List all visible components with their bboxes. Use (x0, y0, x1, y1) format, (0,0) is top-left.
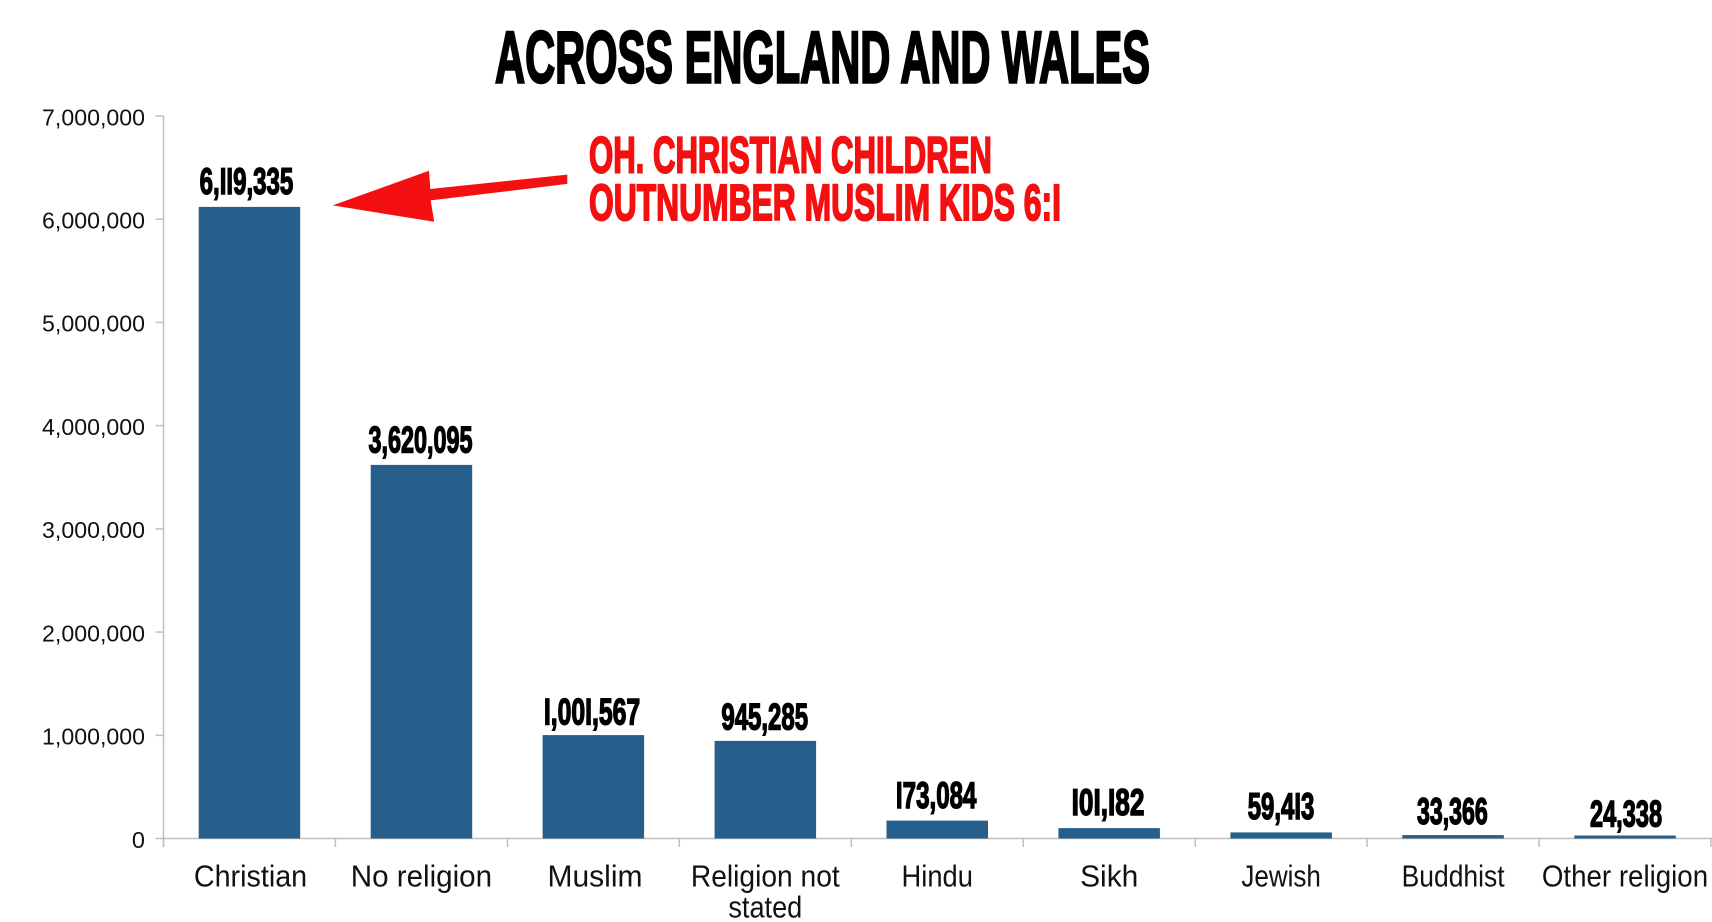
svg-text:Sikh: Sikh (1080, 860, 1138, 893)
svg-text:Hindu: Hindu (902, 860, 973, 894)
svg-text:Muslim: Muslim (547, 860, 642, 893)
svg-text:2,000,000: 2,000,000 (42, 620, 145, 646)
svg-text:6,II9,335: 6,II9,335 (200, 161, 294, 203)
svg-text:Buddhist: Buddhist (1402, 860, 1505, 894)
svg-text:1,000,000: 1,000,000 (42, 723, 145, 749)
svg-text:24,338: 24,338 (1590, 793, 1662, 835)
svg-text:7,000,000: 7,000,000 (42, 104, 145, 130)
svg-text:OUTNUMBER MUSLIM KIDS 6:I: OUTNUMBER MUSLIM KIDS 6:I (589, 176, 1061, 232)
svg-text:5,000,000: 5,000,000 (42, 311, 145, 337)
svg-text:I0I,I82: I0I,I82 (1072, 782, 1145, 824)
svg-text:59,4I3: 59,4I3 (1248, 786, 1315, 828)
svg-text:3,000,000: 3,000,000 (42, 517, 145, 543)
svg-text:No religion: No religion (351, 860, 492, 893)
svg-text:ACROSS ENGLAND AND WALES: ACROSS ENGLAND AND WALES (495, 16, 1150, 98)
svg-text:3,620,095: 3,620,095 (369, 419, 473, 461)
svg-text:0: 0 (132, 827, 145, 853)
svg-text:Other religion: Other religion (1542, 860, 1708, 894)
svg-text:I,00I,567: I,00I,567 (544, 690, 640, 732)
svg-text:stated: stated (728, 891, 802, 922)
svg-text:33,366: 33,366 (1417, 790, 1488, 832)
svg-text:OH. CHRISTIAN CHILDREN: OH. CHRISTIAN CHILDREN (589, 127, 992, 184)
svg-text:Religion not: Religion not (691, 860, 840, 894)
svg-text:Jewish: Jewish (1241, 860, 1321, 894)
svg-text:4,000,000: 4,000,000 (42, 414, 145, 440)
svg-text:Christian: Christian (194, 860, 307, 894)
svg-text:6,000,000: 6,000,000 (42, 207, 145, 233)
svg-text:I73,084: I73,084 (896, 775, 977, 817)
svg-text:945,285: 945,285 (721, 696, 808, 738)
